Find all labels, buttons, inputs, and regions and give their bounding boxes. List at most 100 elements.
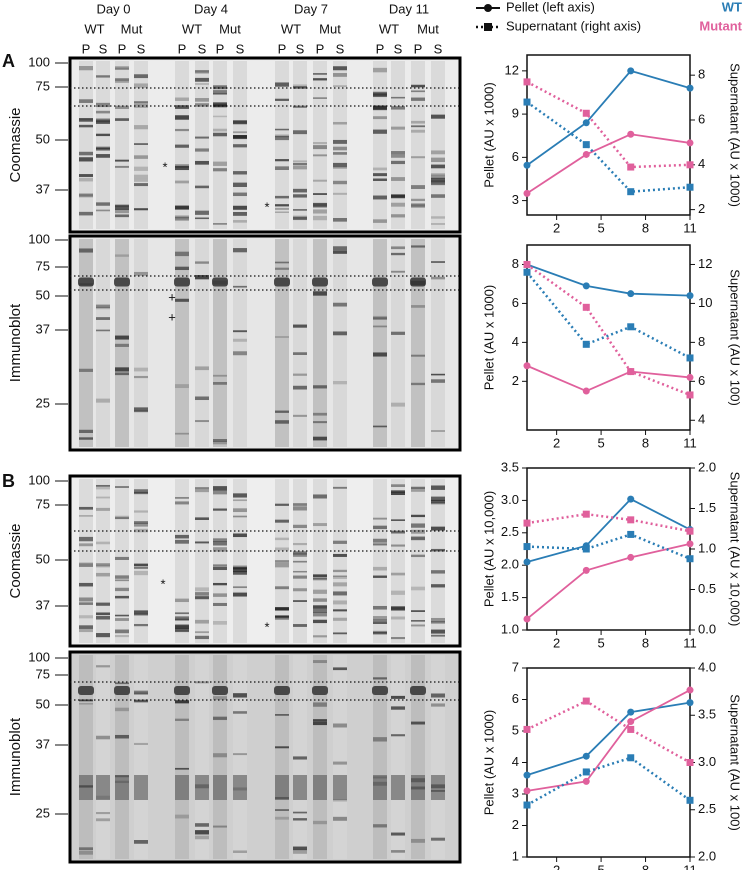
x-tick-label: 8 [642,435,649,450]
gel-band [134,103,148,108]
gel-band [391,177,405,181]
gel-band [175,628,189,632]
point [582,752,590,760]
gel-band [79,543,93,547]
gel-band [313,605,327,609]
point [582,303,590,311]
gel-lane [233,239,247,447]
gel-band [134,775,148,800]
gel-band [134,174,148,179]
gel-band [391,202,405,207]
marker-label: 75 [36,78,50,93]
gel-band [79,437,93,440]
gel-band [96,633,110,638]
gel-band [96,496,110,499]
gel-band [79,615,93,619]
gel-band [96,612,110,616]
gel-band [175,144,189,148]
gel-band [411,84,425,88]
gel-band [175,216,189,221]
gel-band [134,610,148,615]
gel-band [195,823,209,827]
gel-band [96,75,110,78]
gel-band [134,166,148,171]
gel-band [411,537,425,540]
gel-band [293,385,307,390]
gel-band [96,484,110,487]
point [523,543,531,551]
gel-band [391,160,405,165]
gel-band [96,398,110,403]
y-tick-label: 3.0 [501,492,519,507]
gel-band [431,175,445,179]
gel-band [115,775,129,800]
gel-band [233,591,247,597]
gel-lane [96,239,110,447]
point [686,796,694,804]
gel-band [431,621,445,624]
gel-band [134,563,148,567]
gel-band [79,174,93,177]
gel-band [96,304,110,308]
y-tick-label: 5 [512,722,519,737]
gel-band [431,373,445,376]
y-tick-label: 6 [512,691,519,706]
gel-band [115,575,129,579]
y2-axis-label: Supernatant (AU x 100) [728,694,743,831]
gel-band [275,714,289,716]
gel-band [175,251,189,257]
gel-lane [313,655,327,859]
point [582,697,590,705]
gel-lane [195,479,209,643]
point [686,555,694,563]
gel-band [175,767,189,770]
point [582,777,590,785]
gel-band [293,324,307,328]
gel-lane [195,239,209,447]
gel-band [333,799,347,802]
gel-band [79,177,93,182]
gel-band [96,775,110,800]
y2-tick-label: 1.0 [698,540,716,555]
lane-label: P [278,41,287,56]
gel-band [431,501,445,505]
gel-band [233,775,247,800]
gel-band [213,132,227,137]
gel-band [293,542,307,546]
gel-band [275,267,289,270]
gel-lane [195,61,209,229]
gel-band [134,742,148,745]
gel-band [313,608,327,613]
gel-band [373,219,387,223]
gel-band [96,602,110,606]
gel-band [213,566,227,571]
point [523,615,531,623]
gel-band [411,90,425,93]
gel-lane [96,479,110,643]
gel-band [391,606,405,610]
gel-band [431,584,445,588]
point [582,387,590,395]
point [627,516,635,524]
supernatant-line [526,756,691,807]
gel-band [195,830,209,835]
gel-band [115,165,129,168]
gel-band [114,686,130,695]
point [686,686,694,694]
lane-label: P [376,41,385,56]
lane-label: P [118,41,127,56]
gel-band [96,147,110,151]
gel-band [213,223,227,225]
gel-band [333,250,347,254]
gel-band [373,352,387,357]
gel-band [96,507,110,511]
gel-band [233,850,247,853]
gel-lane [79,655,93,859]
gel-band [313,775,327,800]
point [523,725,531,733]
gel-band [333,85,347,87]
gel-band [373,525,387,530]
point [627,188,635,196]
gel-band [431,150,445,155]
x-tick-label: 2 [553,635,560,650]
